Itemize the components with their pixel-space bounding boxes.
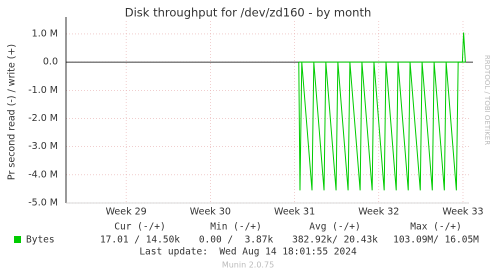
x-tick-label: Week 32	[358, 207, 399, 218]
footer: Munin 2.0.75	[222, 261, 274, 270]
legend-header: Cur (-/+)	[114, 222, 165, 233]
y-tick-label: -1.0 M	[28, 85, 58, 96]
x-tick-label: Week 29	[106, 207, 147, 218]
legend-value: 17.01 / 14.50k	[100, 235, 180, 246]
last-update: Last update: Wed Aug 14 18:01:55 2024	[139, 247, 357, 258]
chart-title: Disk throughput for /dev/zd160 - by mont…	[125, 6, 372, 20]
legend-value: 0.00 / 3.87k	[199, 235, 274, 246]
legend-value: 382.92k/ 20.43k	[292, 235, 378, 246]
x-tick-label: Week 30	[190, 207, 231, 218]
y-tick-label: 0.0	[43, 57, 58, 68]
side-label: RRDTOOL / TOBI OETIKER	[483, 55, 491, 145]
series-line	[298, 32, 466, 63]
legend-swatch	[14, 236, 21, 243]
legend-value: 103.09M/ 16.05M	[393, 235, 479, 246]
y-tick-label: -4.0 M	[28, 169, 58, 180]
legend-label: Bytes	[26, 235, 55, 246]
y-tick-label: 1.0 M	[32, 28, 58, 39]
legend-header: Min (-/+)	[210, 222, 261, 233]
y-axis-label: Pr second read (-) / write (+)	[7, 44, 18, 180]
y-tick-label: -5.0 M	[28, 198, 58, 209]
legend-header: Max (-/+)	[410, 222, 461, 233]
series-line	[298, 61, 466, 191]
y-tick-label: -2.0 M	[28, 113, 58, 124]
x-tick-label: Week 31	[274, 207, 315, 218]
y-tick-label: -3.0 M	[28, 141, 58, 152]
legend-header: Avg (-/+)	[309, 222, 360, 233]
x-tick-label: Week 33	[442, 207, 483, 218]
